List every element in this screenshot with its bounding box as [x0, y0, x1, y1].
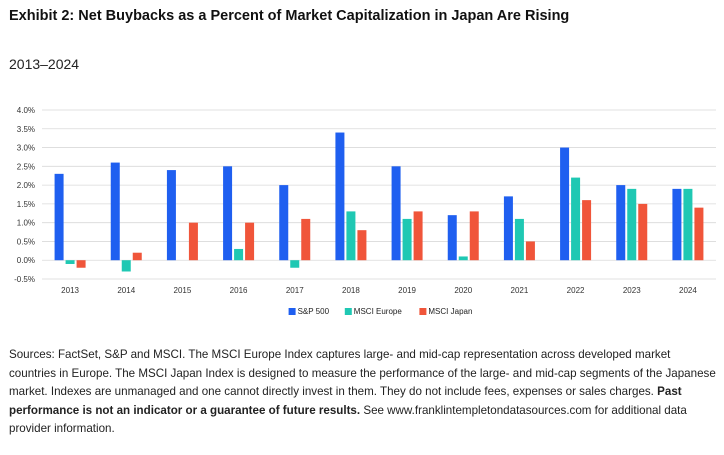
bar-s-p-500-2019	[391, 166, 401, 261]
y-tick-label: 0.0%	[17, 256, 35, 265]
bar-s-p-500-2020	[447, 215, 457, 261]
chart-subtitle: 2013–2024	[9, 56, 80, 72]
footnote-disclaimer: Past performance is not an indicator or …	[9, 385, 682, 417]
bar-chart: 4.0% 3.5% 3.0% 2.5% 2.0% 1.5% 1.0% 0.5% 0.0% -0.5…	[14, 106, 716, 316]
legend-swatch	[419, 308, 427, 315]
bar-msci-japan-2014	[132, 252, 142, 261]
footnote-sources: Sources: FactSet, S&P and MSCI. The MSCI…	[9, 348, 716, 398]
bar-msci-europe-2016	[234, 248, 244, 261]
bar-msci-europe-2020	[458, 256, 468, 261]
y-tick-label: -0.5%	[14, 275, 35, 284]
bar-s-p-500-2014	[110, 162, 120, 261]
legend: S&P 500 MSCI Europe MSCI Japan	[288, 307, 472, 316]
x-tick-label: 2023	[623, 286, 641, 295]
bar-msci-japan-2015	[188, 222, 198, 261]
footnote: Sources: FactSet, S&P and MSCI. The MSCI…	[9, 346, 719, 439]
bar-msci-japan-2020	[469, 211, 479, 261]
bar-msci-japan-2019	[413, 211, 423, 261]
bar-msci-europe-2024	[683, 188, 693, 261]
y-tick-label: 0.5%	[17, 237, 35, 246]
bar-msci-europe-2013	[65, 260, 75, 264]
gridlines	[42, 109, 716, 280]
bar-s-p-500-2023	[616, 185, 626, 261]
bar-msci-europe-2023	[627, 188, 637, 261]
bars	[54, 132, 704, 272]
bar-msci-europe-2018	[346, 211, 356, 261]
bar-s-p-500-2013	[54, 173, 64, 261]
bar-s-p-500-2016	[223, 166, 233, 261]
x-tick-label: 2015	[174, 286, 192, 295]
bar-msci-japan-2013	[76, 260, 86, 268]
y-tick-label: 4.0%	[17, 106, 35, 115]
bar-s-p-500-2024	[672, 188, 682, 261]
legend-item: MSCI Europe	[354, 307, 403, 316]
legend-swatch	[344, 308, 352, 315]
x-tick-label: 2014	[117, 286, 135, 295]
x-tick-label: 2021	[511, 286, 529, 295]
x-tick-label: 2018	[342, 286, 360, 295]
y-tick-label: 2.5%	[17, 162, 35, 171]
y-tick-label: 1.5%	[17, 200, 35, 209]
x-axis-ticks: 2013 2014 2015 2016 2017 2018 2019 2020 2021 2022…	[61, 286, 697, 295]
bar-msci-japan-2024	[694, 207, 704, 261]
bar-msci-japan-2018	[357, 230, 367, 261]
legend-item: S&P 500	[298, 307, 330, 316]
bar-msci-europe-2017	[290, 260, 300, 268]
bar-s-p-500-2015	[166, 170, 176, 261]
bar-msci-europe-2022	[571, 177, 581, 261]
x-tick-label: 2017	[286, 286, 304, 295]
legend-swatch	[288, 308, 296, 315]
x-tick-label: 2020	[454, 286, 472, 295]
bar-msci-japan-2021	[525, 241, 535, 261]
bar-s-p-500-2017	[279, 185, 289, 261]
y-tick-label: 3.0%	[17, 144, 35, 153]
bar-s-p-500-2018	[335, 132, 345, 261]
y-tick-label: 3.5%	[17, 125, 35, 134]
x-tick-label: 2019	[398, 286, 416, 295]
footnote-more-info: See www.franklintempletondatasources.com…	[9, 403, 687, 436]
y-tick-label: 2.0%	[17, 181, 35, 190]
chart-title: Exhibit 2: Net Buybacks as a Percent of …	[9, 8, 570, 24]
bar-msci-japan-2017	[301, 218, 311, 261]
x-tick-label: 2016	[230, 286, 248, 295]
x-tick-label: 2022	[567, 286, 585, 295]
x-tick-label: 2013	[61, 286, 79, 295]
bar-msci-japan-2023	[638, 203, 648, 261]
bar-msci-europe-2021	[514, 218, 524, 261]
bar-s-p-500-2021	[503, 196, 513, 261]
y-tick-label: 1.0%	[17, 219, 35, 228]
bar-msci-europe-2019	[402, 218, 412, 261]
legend-item: MSCI Japan	[428, 307, 472, 316]
y-axis-ticks: 4.0% 3.5% 3.0% 2.5% 2.0% 1.5% 1.0% 0.5% 0.0% -0.5…	[14, 106, 35, 284]
bar-msci-europe-2014	[121, 260, 131, 272]
bar-s-p-500-2022	[560, 147, 570, 261]
x-tick-label: 2024	[679, 286, 697, 295]
bar-msci-japan-2016	[245, 222, 255, 261]
bar-msci-japan-2022	[582, 200, 592, 261]
